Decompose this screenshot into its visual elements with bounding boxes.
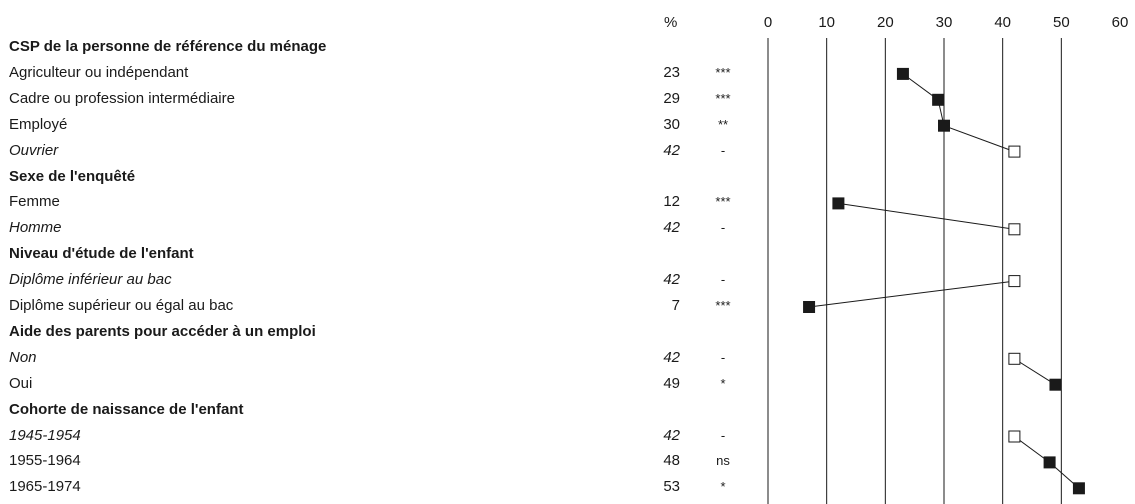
data-marker	[1043, 456, 1056, 469]
row-label: 1945-1954	[9, 426, 81, 444]
significance-marker: -	[720, 349, 726, 365]
data-marker	[1072, 482, 1085, 495]
group-header: Cohorte de naissance de l'enfant	[9, 400, 244, 418]
x-tick-label: 30	[936, 14, 953, 31]
row-label: Diplôme inférieur au bac	[9, 271, 172, 289]
percent-column-header: %	[664, 14, 678, 31]
row-label: Employé	[9, 115, 68, 133]
data-marker	[932, 93, 945, 106]
significance-marker: ***	[715, 298, 731, 313]
reference-marker	[1008, 145, 1021, 158]
percent-value: 42	[663, 219, 680, 237]
reference-marker	[1008, 223, 1021, 236]
connector-line	[838, 202, 1015, 230]
significance-marker: ***	[715, 90, 731, 106]
row-label: Agriculteur ou indépendant	[9, 63, 189, 81]
x-tick-label: 60	[1112, 14, 1129, 31]
group-header: Niveau d'étude de l'enfant	[9, 245, 194, 263]
significance-marker: -	[720, 427, 726, 443]
x-tick-label: 20	[877, 14, 894, 31]
percent-value: 49	[663, 374, 680, 392]
percent-value: 30	[663, 115, 680, 133]
percent-value: 7	[671, 297, 680, 314]
connector-line	[1014, 358, 1056, 386]
percent-value: 23	[663, 63, 680, 81]
significance-marker: *	[720, 375, 726, 391]
group-header: Sexe de l'enquêté	[9, 167, 136, 185]
x-tick-label: 10	[818, 14, 835, 31]
data-marker	[938, 119, 950, 132]
row-label: Ouvrier	[9, 141, 59, 159]
reference-marker	[1008, 352, 1021, 365]
data-marker	[1049, 378, 1062, 391]
percent-value: 48	[663, 452, 680, 470]
group-header: CSP de la personne de référence du ménag…	[9, 38, 327, 55]
percent-value: 53	[663, 478, 680, 496]
reference-marker	[1008, 430, 1021, 443]
significance-marker: *	[720, 479, 726, 495]
connector-line	[943, 125, 1015, 153]
row-label: Homme	[9, 219, 62, 237]
percent-value: 42	[663, 426, 680, 444]
data-marker	[803, 301, 816, 313]
percent-value: 12	[663, 193, 680, 211]
percent-value: 42	[663, 141, 680, 159]
row-label: 1965-1974	[9, 478, 81, 496]
significance-marker: -	[720, 142, 726, 158]
significance-marker: -	[720, 220, 726, 236]
row-label: Diplôme supérieur ou égal au bac	[9, 297, 234, 314]
percent-value: 29	[663, 89, 680, 107]
significance-marker: ns	[716, 453, 730, 469]
group-header: Aide des parents pour accéder à un emplo…	[9, 322, 316, 340]
percent-value: 42	[663, 271, 680, 289]
data-marker	[896, 67, 909, 80]
significance-marker: ***	[715, 194, 731, 210]
row-label: Oui	[9, 374, 33, 392]
connector-line	[809, 280, 1015, 308]
row-label: Cadre ou profession intermédiaire	[9, 89, 235, 107]
significance-marker: **	[717, 116, 729, 132]
row-label: 1955-1964	[9, 452, 81, 470]
x-tick-label: 40	[994, 14, 1011, 31]
percent-value: 42	[663, 348, 680, 366]
row-label: Femme	[9, 193, 60, 211]
x-tick-label: 50	[1053, 14, 1070, 31]
data-marker	[832, 197, 845, 210]
significance-marker: ***	[715, 64, 731, 80]
significance-marker: -	[720, 272, 726, 288]
reference-marker	[1008, 275, 1021, 288]
x-tick-label: 0	[764, 14, 772, 31]
row-label: Non	[9, 348, 37, 366]
